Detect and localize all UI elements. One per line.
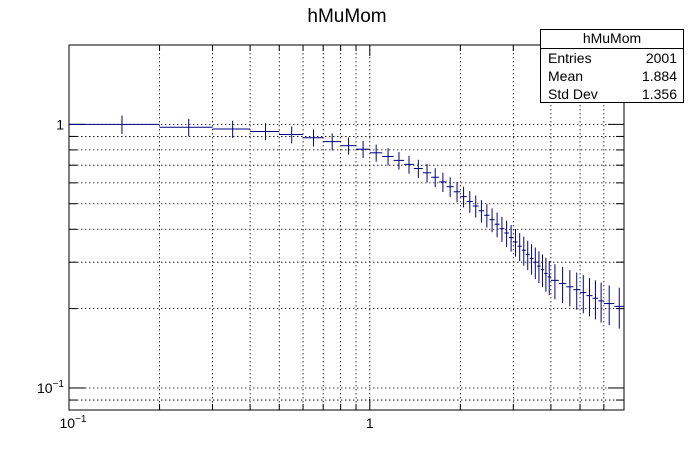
data-point — [573, 272, 581, 310]
stats-row-mean: Mean 1.884 — [541, 67, 683, 85]
data-point — [529, 244, 534, 275]
data-point — [517, 233, 522, 262]
data-points — [69, 115, 624, 329]
data-point — [439, 172, 447, 192]
data-point — [422, 163, 432, 183]
data-point — [544, 257, 548, 292]
data-point — [303, 129, 324, 147]
data-point — [69, 115, 160, 134]
data-point — [504, 220, 509, 247]
data-point — [460, 186, 467, 208]
data-point — [323, 133, 341, 151]
data-point — [592, 280, 599, 320]
data-point — [580, 275, 587, 314]
data-point — [356, 140, 370, 159]
data-point — [540, 254, 545, 288]
data-point — [603, 285, 615, 326]
chart-title: hMuMom — [307, 6, 387, 27]
stats-row-stddev: Std Dev 1.356 — [541, 85, 683, 103]
data-point — [537, 251, 541, 284]
grid-lines — [69, 45, 624, 410]
data-point — [614, 287, 624, 329]
data-point — [513, 228, 518, 257]
data-point — [212, 120, 251, 138]
data-point — [484, 204, 490, 228]
data-point — [393, 151, 405, 170]
data-point — [250, 123, 280, 141]
data-point — [472, 195, 479, 218]
stats-key: Std Dev — [548, 86, 598, 102]
data-point — [533, 247, 538, 280]
data-point — [382, 148, 394, 166]
data-point — [453, 182, 461, 203]
data-point — [340, 137, 357, 155]
x-tick-label: 10−1 — [60, 414, 87, 431]
data-point — [508, 225, 514, 252]
data-point — [466, 191, 473, 213]
stats-key: Mean — [548, 68, 584, 84]
y-tick-label: 1 — [56, 116, 64, 132]
data-point — [369, 144, 383, 162]
data-point — [478, 200, 485, 223]
data-point — [550, 264, 559, 300]
stats-key: Entries — [548, 50, 592, 66]
data-point — [521, 236, 526, 266]
x-tick-label: 1 — [366, 415, 374, 431]
data-point — [598, 282, 604, 323]
data-point — [494, 212, 500, 238]
y-tick-label: 10−1 — [37, 379, 64, 396]
stats-value: 1.884 — [641, 68, 677, 84]
data-point — [558, 266, 567, 304]
stats-value: 2001 — [645, 50, 677, 66]
data-point — [499, 216, 505, 242]
stats-value: 1.356 — [641, 86, 677, 102]
data-point — [547, 261, 551, 296]
data-point — [404, 155, 414, 174]
data-point — [586, 278, 593, 317]
data-point — [279, 126, 304, 144]
data-point — [489, 208, 495, 233]
stats-row-entries: Entries 2001 — [541, 49, 683, 67]
data-point — [159, 118, 213, 137]
tick-labels: 10−1 1 1 10−1 — [37, 116, 374, 431]
data-point — [525, 240, 530, 271]
plot-frame — [68, 44, 625, 411]
data-point — [431, 168, 440, 188]
data-point — [446, 177, 454, 198]
stats-box-title: hMuMom — [541, 30, 683, 49]
data-point — [413, 159, 423, 178]
stats-box: hMuMom Entries 2001 Mean 1.884 Std Dev 1… — [540, 29, 684, 103]
data-point — [566, 270, 574, 307]
